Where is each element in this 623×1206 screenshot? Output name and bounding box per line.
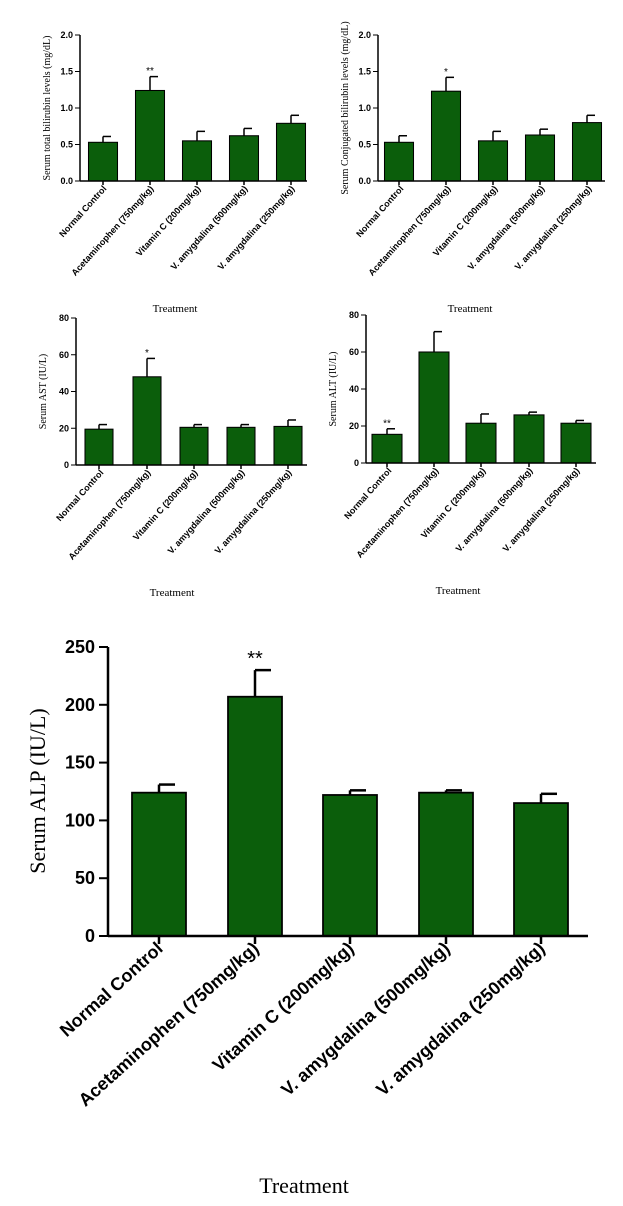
y-tick-label: 0.5 xyxy=(358,140,371,150)
y-tick-label: 0 xyxy=(64,460,69,470)
y-tick-label: 1.5 xyxy=(60,67,73,77)
x-tick-label: V. amygdalina (500mg/kg) xyxy=(454,466,535,554)
bar-series: * xyxy=(383,67,603,185)
bar xyxy=(513,414,545,464)
y-axis-label: Serum AST (IU/L) xyxy=(38,354,49,429)
bar xyxy=(132,376,162,466)
y-tick-label: 1.0 xyxy=(60,103,73,113)
y-axis-label: Serum total bilirubin levels (mg/dL) xyxy=(42,36,53,181)
y-tick-label: 100 xyxy=(65,810,95,830)
bar xyxy=(87,141,119,182)
x-axis-label: Treatment xyxy=(259,1173,349,1198)
y-axis-label: Serum ALP (IU/L) xyxy=(25,708,50,873)
x-tick-label: V. amygdalina (500mg/kg) xyxy=(169,184,250,272)
bar xyxy=(418,791,474,937)
y-tick-label: 40 xyxy=(349,384,359,394)
x-tick-label: Acetaminophen (750mg/kg) xyxy=(354,466,440,560)
x-tick-label: Normal Control xyxy=(54,468,105,523)
bar xyxy=(524,134,556,182)
bar xyxy=(179,426,209,466)
y-tick-label: 2.0 xyxy=(60,30,73,40)
significance-marker: * xyxy=(145,348,149,359)
y-tick-label: 0 xyxy=(85,926,95,946)
x-tick-label: V. amygdalina (500mg/kg) xyxy=(277,938,453,1100)
bar xyxy=(560,422,592,464)
bar xyxy=(228,135,260,182)
y-tick-label: 60 xyxy=(349,347,359,357)
x-axis-label: Treatment xyxy=(153,303,198,315)
bar xyxy=(84,428,114,466)
x-tick-label: V. amygdalina (250mg/kg) xyxy=(501,466,582,554)
x-tick-label: V. amygdalina (500mg/kg) xyxy=(166,468,247,556)
y-tick-label: 0.5 xyxy=(60,140,73,150)
bar xyxy=(134,89,166,182)
y-tick-label: 60 xyxy=(59,350,69,360)
bar-series: * xyxy=(84,348,303,469)
y-tick-label: 40 xyxy=(59,387,69,397)
x-tick-label: V. amygdalina (250mg/kg) xyxy=(513,184,594,272)
y-tick-label: 80 xyxy=(349,310,359,320)
bar xyxy=(131,791,187,937)
y-tick-label: 150 xyxy=(65,753,95,773)
bar-series: ** xyxy=(87,66,307,185)
bar xyxy=(371,433,403,464)
x-axis-label: Treatment xyxy=(150,587,195,599)
x-tick-label: V. amygdalina (250mg/kg) xyxy=(216,184,297,272)
bar xyxy=(571,122,603,182)
bar xyxy=(383,141,415,182)
significance-marker: ** xyxy=(146,66,154,77)
x-tick-label: V. amygdalina (500mg/kg) xyxy=(466,184,547,272)
bar xyxy=(477,140,509,182)
y-tick-label: 20 xyxy=(349,421,359,431)
bar xyxy=(226,426,256,466)
x-tick-label: Normal Control xyxy=(57,184,108,239)
y-tick-label: 250 xyxy=(65,637,95,657)
chart-ast: * 0 20 40 60 80 Normal Control Acetamino… xyxy=(38,313,307,599)
bar xyxy=(273,425,303,466)
x-tick-label: Acetaminophen (750mg/kg) xyxy=(69,184,155,278)
y-axis-label: Serum Conjugated bilirubin levels (mg/dL… xyxy=(340,21,351,194)
y-tick-label: 0.0 xyxy=(358,176,371,186)
chart-alt: ** 0 20 40 60 80 Normal Control Acetamin… xyxy=(328,310,596,597)
y-tick-label: 80 xyxy=(59,313,69,323)
y-tick-label: 200 xyxy=(65,695,95,715)
x-tick-label: Normal Control xyxy=(354,184,405,239)
x-tick-label: V. amygdalina (250mg/kg) xyxy=(213,468,294,556)
bar xyxy=(322,794,378,937)
x-tick-label: Acetaminophen (750mg/kg) xyxy=(75,938,263,1110)
chart-conjugated-bilirubin: * 0.0 0.5 1.0 1.5 2.0 Normal Control Ace… xyxy=(340,21,605,315)
bar xyxy=(275,122,307,182)
y-axis-label: Serum ALT (IU/L) xyxy=(328,352,339,427)
bar xyxy=(513,802,569,937)
y-tick-label: 2.0 xyxy=(358,30,371,40)
y-tick-label: 20 xyxy=(59,423,69,433)
y-tick-label: 1.0 xyxy=(358,103,371,113)
x-tick-label: V. amygdalina (250mg/kg) xyxy=(372,938,548,1100)
bar-series: ** xyxy=(131,648,569,944)
x-tick-label: Acetaminophen (750mg/kg) xyxy=(66,468,152,562)
bar-series: ** xyxy=(371,330,592,467)
y-tick-label: 0.0 xyxy=(60,176,73,186)
chart-total-bilirubin: ** 0.0 0.5 1.0 1.5 2.0 Normal Control Ac… xyxy=(42,30,307,315)
x-axis-label: Treatment xyxy=(448,303,493,315)
significance-marker: ** xyxy=(383,418,391,429)
bar xyxy=(430,90,462,182)
y-tick-label: 0 xyxy=(354,458,359,468)
x-axis-label: Treatment xyxy=(436,585,481,597)
chart-alp: ** 0 50 100 150 200 250 Normal Control A… xyxy=(25,637,588,1198)
bar xyxy=(465,422,497,464)
bar xyxy=(227,695,283,937)
x-tick-label: Normal Control xyxy=(342,466,393,521)
y-tick-label: 50 xyxy=(75,868,95,888)
y-tick-label: 1.5 xyxy=(358,67,371,77)
bar xyxy=(181,140,213,182)
bar xyxy=(418,351,450,464)
x-tick-label: Normal Control xyxy=(56,938,167,1041)
significance-marker: * xyxy=(444,67,448,78)
x-tick-label: Acetaminophen (750mg/kg) xyxy=(366,184,452,278)
significance-marker: ** xyxy=(247,648,263,670)
